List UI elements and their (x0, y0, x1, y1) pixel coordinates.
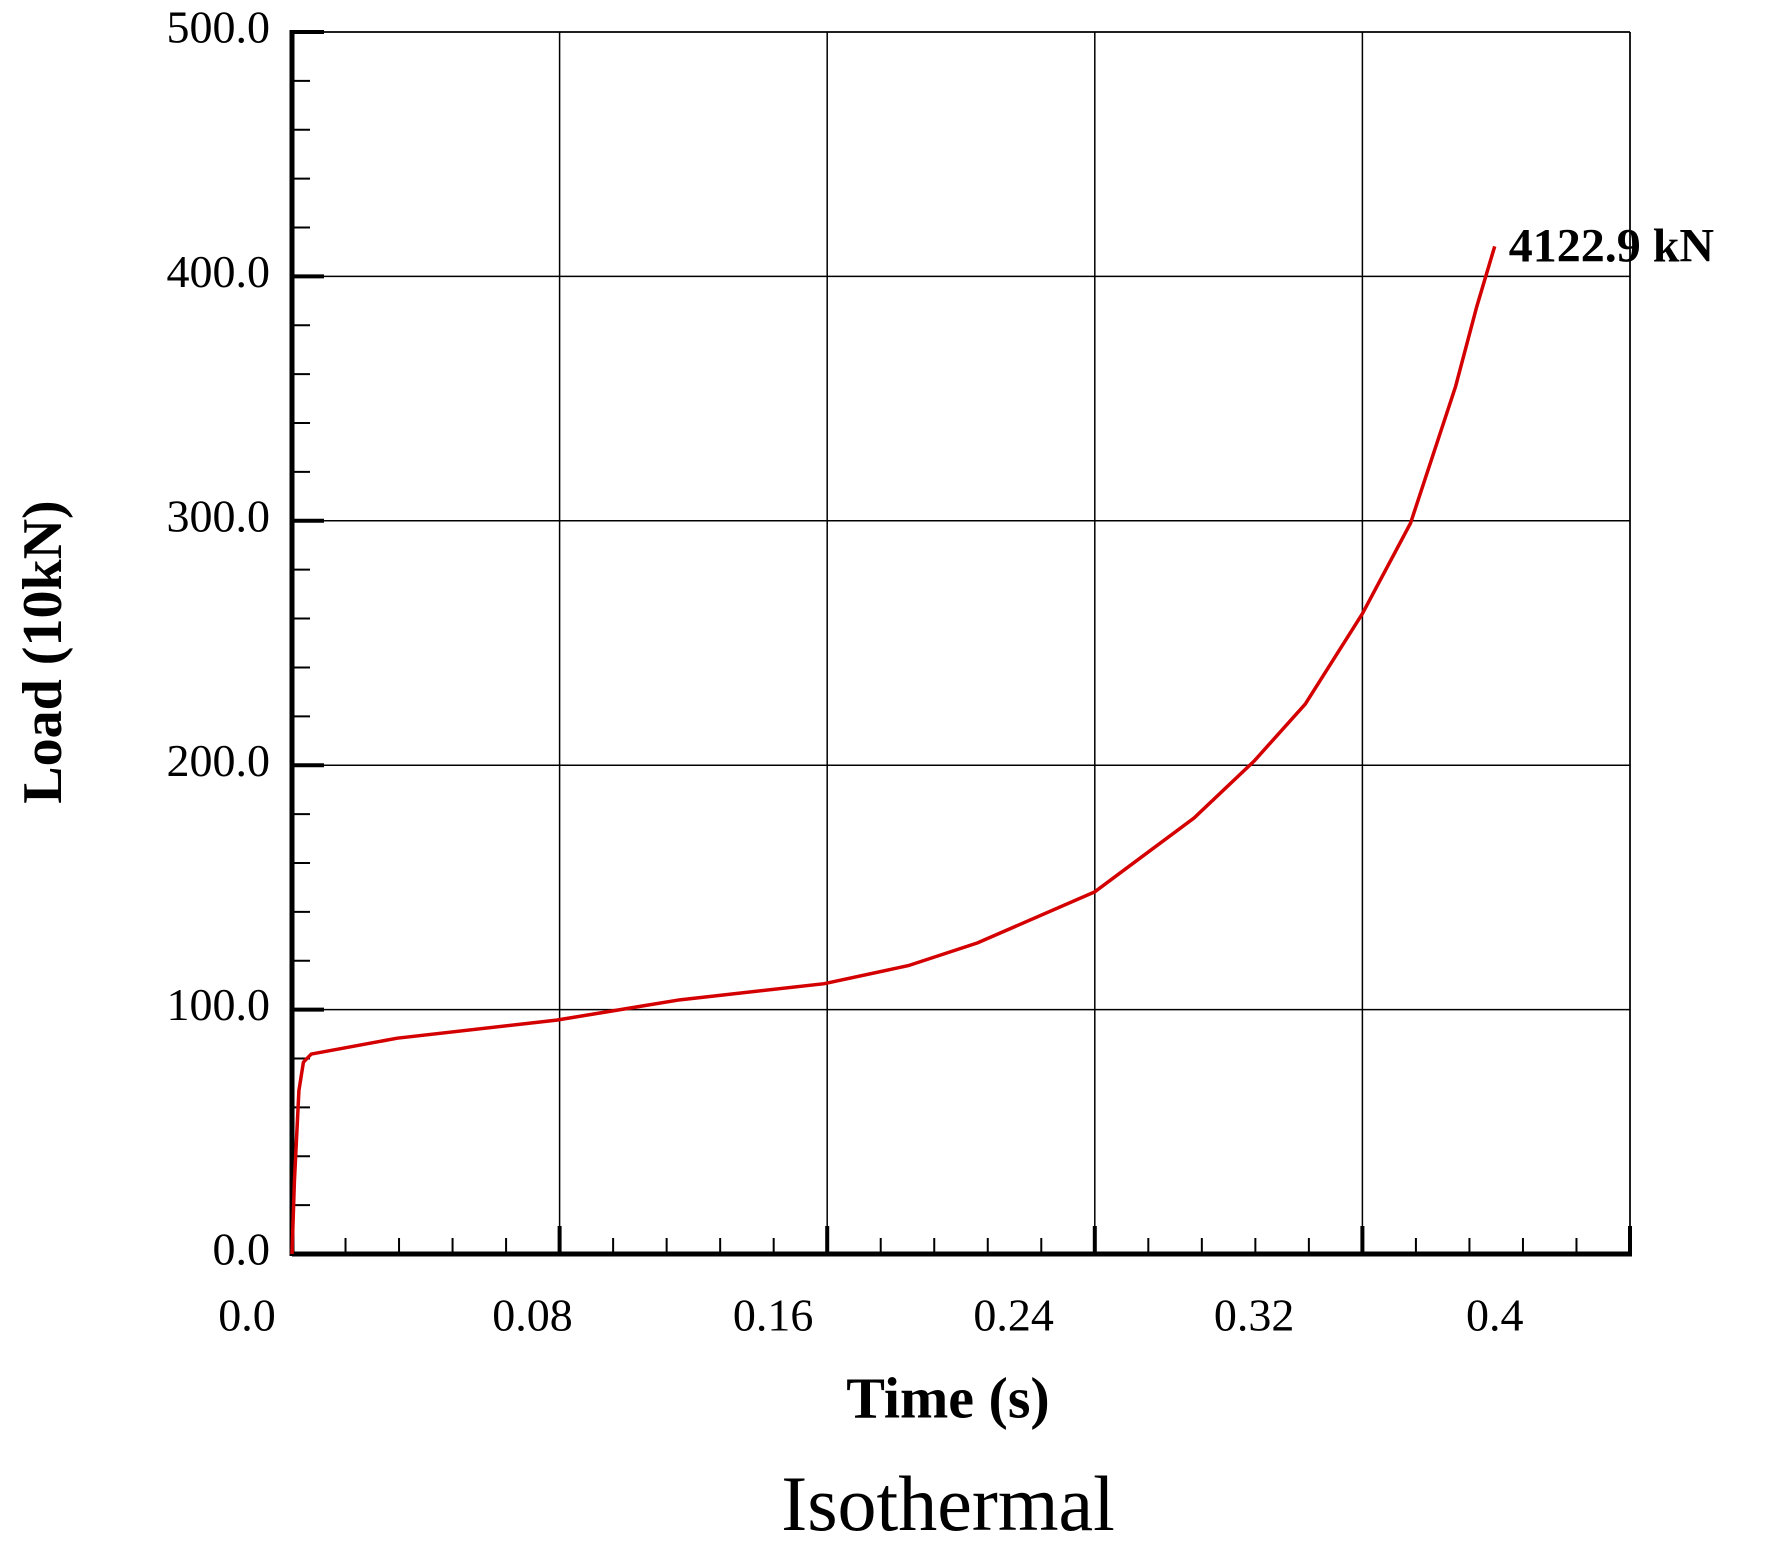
x-tick-label: 0.24 (973, 1290, 1054, 1341)
x-tick-label: 0.32 (1214, 1290, 1295, 1341)
x-tick-label: 0.16 (733, 1290, 814, 1341)
data-line (290, 245, 1497, 1255)
y-tick-label: 100.0 (167, 979, 271, 1030)
x-axis-label: Time (s) (846, 1365, 1050, 1430)
x-tick-label: 0.08 (492, 1290, 573, 1341)
y-tick-label: 0.0 (213, 1224, 271, 1275)
x-tick-label: 0.0 (218, 1290, 276, 1341)
y-axis-label: Load (10kN) (12, 500, 74, 803)
x-tick-label: 0.4 (1466, 1290, 1524, 1341)
y-tick-label: 500.0 (167, 2, 271, 53)
end-annotation: 4122.9 kN (1509, 219, 1715, 272)
y-tick-label: 200.0 (167, 735, 271, 786)
y-tick-label: 400.0 (167, 246, 271, 297)
chart-title: Isothermal (781, 1460, 1115, 1547)
y-tick-label: 300.0 (167, 490, 271, 541)
